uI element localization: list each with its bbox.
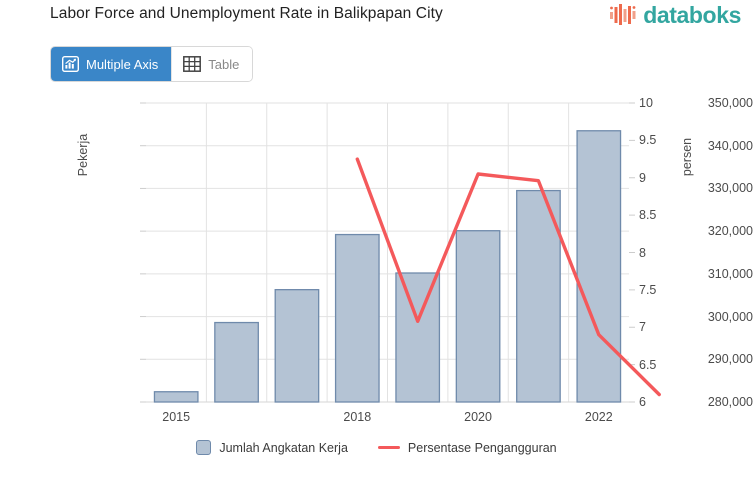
legend-line-label: Persentase Pengangguran bbox=[407, 440, 557, 455]
y-axis-left-tick: 320,000 bbox=[707, 224, 753, 239]
unemployment-rate-line[interactable] bbox=[355, 157, 661, 397]
y-axis-right-tick: 6 bbox=[639, 395, 646, 409]
y-axis-right-tick: 9 bbox=[639, 170, 646, 185]
y-axis-right-tick: 9.5 bbox=[639, 133, 657, 148]
y-axis-left-tick: 280,000 bbox=[707, 395, 753, 409]
y-axis-left-tick: 340,000 bbox=[707, 138, 753, 153]
y-axis-left-tick: 350,000 bbox=[707, 96, 753, 110]
bar-2018[interactable] bbox=[334, 233, 380, 403]
brand-name: databoks bbox=[643, 1, 741, 28]
y-axis-left-tick: 300,000 bbox=[707, 309, 753, 324]
y-axis-right-tick: 8 bbox=[639, 245, 646, 260]
bar-2020[interactable] bbox=[455, 230, 501, 403]
y-axis-left-tick: 310,000 bbox=[707, 266, 753, 281]
legend-line-swatch-icon bbox=[377, 445, 400, 450]
y-axis-right-tick: 8.5 bbox=[639, 208, 657, 223]
databoks-logo: databoks bbox=[610, 2, 741, 28]
legend-item-line[interactable]: Persentase Pengangguran bbox=[377, 440, 557, 455]
chart-series-layer bbox=[153, 130, 661, 403]
table-grid-icon bbox=[183, 56, 202, 72]
bar-2019[interactable] bbox=[395, 272, 441, 403]
databoks-bars-icon bbox=[610, 4, 636, 25]
x-axis-tick: 2020 bbox=[464, 410, 492, 424]
legend-bar-swatch-icon bbox=[196, 440, 212, 455]
page-title: Labor Force and Unemployment Rate in Bal… bbox=[50, 5, 443, 22]
tab-table[interactable]: Table bbox=[171, 47, 253, 81]
tab-multiple-axis[interactable]: Multiple Axis bbox=[51, 47, 172, 81]
bar-2016[interactable] bbox=[214, 321, 259, 403]
legend-bars-label: Jumlah Angkatan Kerja bbox=[219, 440, 348, 455]
x-axis-tick: 2022 bbox=[584, 410, 613, 424]
y-axis-right-tick: 10 bbox=[639, 96, 653, 110]
tab-multiple-axis-label: Multiple Axis bbox=[86, 56, 159, 72]
y-axis-right-tick: 6.5 bbox=[639, 357, 657, 372]
bar-2017[interactable] bbox=[274, 289, 320, 403]
chart-header: Labor Force and Unemployment Rate in Bal… bbox=[0, 0, 753, 40]
y-axis-left-tick: 330,000 bbox=[707, 181, 753, 196]
y-axis-left-tick: 290,000 bbox=[707, 352, 753, 367]
legend-item-bars[interactable]: Jumlah Angkatan Kerja bbox=[196, 440, 348, 455]
chart-legend: Jumlah Angkatan Kerja Persentase Pengang… bbox=[0, 440, 753, 455]
y-axis-right-tick: 7.5 bbox=[639, 282, 657, 297]
y-axis-left-label: Pekerja bbox=[76, 133, 91, 177]
bar-2015[interactable] bbox=[153, 391, 199, 403]
bar-2022[interactable] bbox=[576, 130, 622, 403]
view-mode-tabs: Multiple Axis Table bbox=[50, 46, 254, 82]
x-axis-tick: 2015 bbox=[162, 410, 191, 424]
y-axis-right-label: persen bbox=[680, 137, 695, 177]
bar-chart-icon bbox=[62, 56, 79, 72]
y-axis-right-tick: 7 bbox=[639, 320, 646, 335]
x-axis-tick: 2018 bbox=[343, 410, 372, 424]
chart-plot-area: 280,000 290,000 300,000 310,000 320,000 330,0… bbox=[0, 92, 753, 424]
bar-2021[interactable] bbox=[516, 189, 561, 403]
tab-table-label: Table bbox=[208, 56, 240, 72]
